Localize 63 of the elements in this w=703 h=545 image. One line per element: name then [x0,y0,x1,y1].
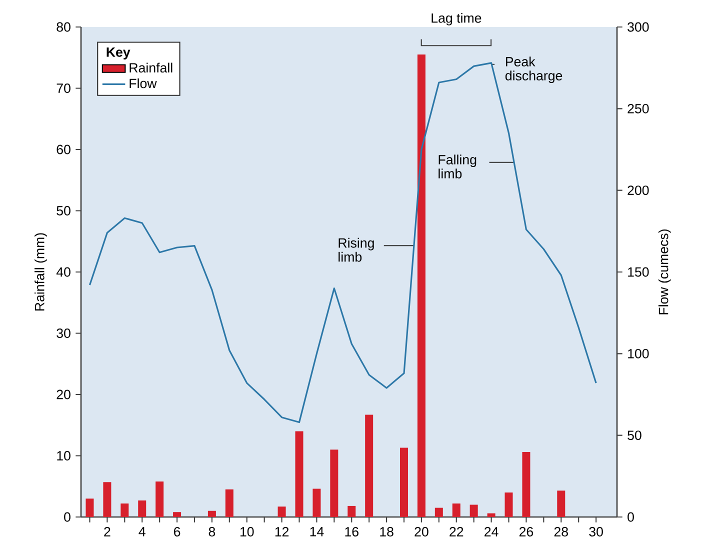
bar [470,504,478,517]
annotation: Rising limb [338,238,374,262]
x-tick-label: 18 [380,527,394,536]
bar [452,504,460,517]
legend-title: Key [106,48,130,60]
y-tick-label: 10 [57,451,70,460]
bar [417,54,426,517]
bar [295,431,304,517]
bar [487,513,496,517]
bar [312,488,321,517]
x-tick-label: 28 [554,527,568,536]
x-tick-label: 6 [174,527,180,536]
y-tick-label: 30 [56,328,70,338]
y-axis-title: Rainfall (mm) [34,233,47,311]
bar [365,414,374,517]
annotation: Peak discharge [505,56,562,84]
y2-tick-label: 200 [628,186,649,196]
y-tick-label: 20 [56,390,70,400]
x-tick-label: 4 [138,527,146,536]
y2-tick-label: 300 [628,22,649,32]
x-tick-label: 12 [275,527,289,536]
bar [225,489,234,517]
legend-label: Flow [130,78,157,88]
y-tick-label: 70 [56,84,70,93]
x-tick-label: 2 [104,527,110,536]
y2-tick-label: 50 [628,430,642,440]
x-tick-label: 30 [589,527,603,536]
y2-tick-label: 100 [628,348,649,358]
bar [138,500,146,517]
legend-label: Rainfall [130,62,172,73]
y2-tick-label: 250 [628,104,649,114]
text: Lag time [432,12,482,26]
x-tick-label: 10 [240,527,254,536]
bar [103,482,112,517]
y2-axis-title: Flow (cumecs) [658,229,671,314]
bar [330,450,338,517]
bar [120,504,129,517]
y-tick-label: 0 [64,512,70,522]
bar [434,508,443,517]
bar [208,510,216,517]
annotation: Falling limb [438,154,476,178]
bar [278,506,286,517]
bar [348,506,356,517]
y-tick-label: 80 [56,22,70,32]
y-tick-label: 60 [56,144,70,154]
x-tick-label: 16 [345,527,358,536]
y2-tick-label: 0 [628,512,634,522]
x-tick-label: 14 [310,527,324,536]
bar [156,481,164,517]
x-tick-label: 22 [450,527,464,536]
y-tick-label: 50 [56,206,70,216]
bar [504,492,513,517]
y-tick-label: 40 [56,267,70,277]
bar [522,452,530,517]
x-tick-label: 24 [484,527,498,536]
bar [86,498,94,517]
bar [173,512,182,517]
bar [557,490,566,517]
x-tick-label: 8 [208,527,216,536]
x-tick-label: 20 [414,527,428,536]
x-tick-label: 26 [519,527,534,536]
bar [400,448,408,517]
y2-tick-label: 150 [628,267,649,277]
